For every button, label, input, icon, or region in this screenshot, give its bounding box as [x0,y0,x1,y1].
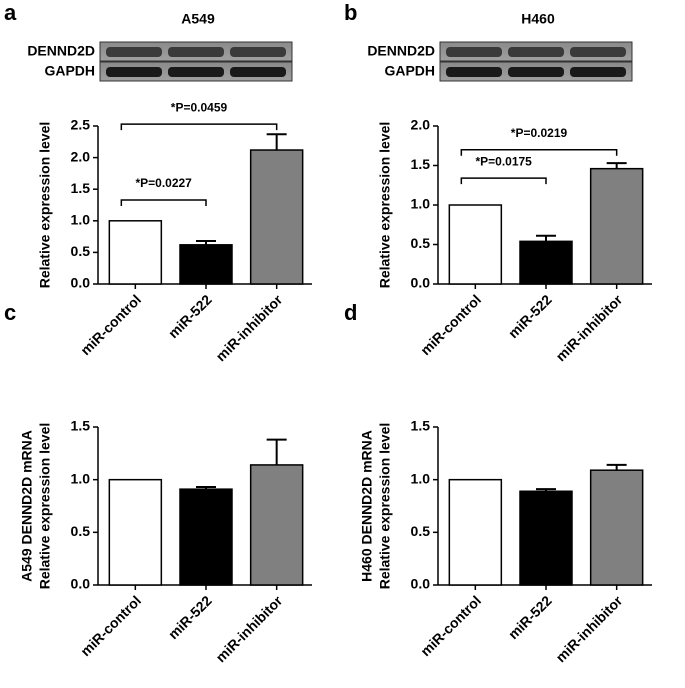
significance-bracket [460,148,618,156]
blot-band [508,47,564,57]
x-tick-label: miR-522 [165,291,215,341]
blot-title: A549 [181,11,215,27]
y-tick-label: 0.0 [411,576,431,592]
bar [249,149,304,285]
x-tick-label: miR-522 [165,592,215,642]
blot-band [570,47,626,57]
x-tick-label: miR-522 [505,592,555,642]
y-tick-label: 0.0 [411,275,431,291]
bar [589,167,644,285]
significance-bracket [460,177,547,185]
bar [589,469,644,586]
blot-band [106,67,162,77]
y-tick-label: 2.0 [411,117,431,133]
blot-band [230,47,286,57]
y-tick-label: 1.0 [411,470,431,486]
chart: 0.0 0.5 1.0 1.5 H460 DENND2D mRNA Relative ex… [359,418,652,665]
panel-label: b [344,0,357,25]
blot-row-label: GAPDH [384,63,435,79]
blot-band [168,67,224,77]
x-tick-label: miR-control [77,592,144,659]
y-tick-label: 0.5 [411,235,431,251]
blot-row-label: DENND2D [27,43,95,59]
significance-label: *P=0.0459 [171,100,228,114]
blot-band [570,67,626,77]
significance-label: *P=0.0227 [135,176,192,190]
bar [519,240,573,285]
bar [179,244,233,285]
y-tick-label: 2.5 [71,117,91,133]
y-tick-label: 2.0 [71,148,91,164]
x-tick-label: miR-control [417,592,484,659]
significance-label: *P=0.0219 [511,126,568,140]
y-tick-label: 1.5 [411,156,431,172]
blot: H460 DENND2D GAPDH [367,11,633,82]
y-tick-label: 1.0 [71,212,91,228]
chart: 0.0 0.5 1.0 1.5 2.0 2.5 Relative expression le… [37,100,312,364]
y-tick-label: 1.5 [411,418,431,434]
y-axis-label: H460 DENND2D mRNA [359,430,375,582]
significance-label: *P=0.0175 [475,154,532,168]
y-tick-label: 0.5 [71,243,91,259]
panel-label: d [344,300,357,325]
y-tick-label: 0.5 [411,523,431,539]
y-axis-label: Relative expression level [37,122,53,289]
y-axis-label: A549 DENND2D mRNA [19,430,35,582]
blot-band [106,47,162,57]
blot-band [230,67,286,77]
x-tick-label: miR-control [77,291,144,358]
y-tick-label: 1.5 [71,418,91,434]
chart: 0.0 0.5 1.0 1.5 A549 DENND2D mRNA Relative ex… [19,418,312,665]
y-tick-label: 1.0 [411,196,431,212]
y-axis-label: Relative expression level [377,122,393,289]
chart: 0.0 0.5 1.0 1.5 2.0 Relative expression level… [377,117,652,364]
blot-row-label: DENND2D [367,43,435,59]
y-tick-label: 1.5 [71,180,91,196]
significance-bracket [120,199,207,206]
y-tick-label: 0.0 [71,275,91,291]
bar [108,478,163,586]
blot-band [446,67,502,77]
x-tick-label: miR-control [417,291,484,358]
blot-row-label: GAPDH [44,63,95,79]
x-tick-label: miR-inhibitor [212,592,285,665]
y-tick-label: 0.0 [71,576,91,592]
y-tick-label: 0.5 [71,523,91,539]
x-tick-label: miR-inhibitor [212,291,285,364]
panel-label: a [4,0,17,25]
bar [448,478,503,586]
y-tick-label: 1.0 [71,470,91,486]
panel-label: c [4,300,16,325]
y-axis-label: Relative expression level [377,423,393,590]
blot-band [446,47,502,57]
bar [519,490,573,586]
bar [108,220,163,285]
blot-band [168,47,224,57]
bar [448,204,503,285]
x-tick-label: miR-522 [505,291,555,341]
bar [249,464,304,586]
blot-title: H460 [521,11,555,27]
blot-band [508,67,564,77]
significance-bracket [120,123,278,131]
y-axis-label: Relative expression level [37,423,53,590]
x-tick-label: miR-inhibitor [552,291,625,364]
bar [179,488,233,586]
x-tick-label: miR-inhibitor [552,592,625,665]
blot: A549 DENND2D GAPDH [27,11,293,82]
